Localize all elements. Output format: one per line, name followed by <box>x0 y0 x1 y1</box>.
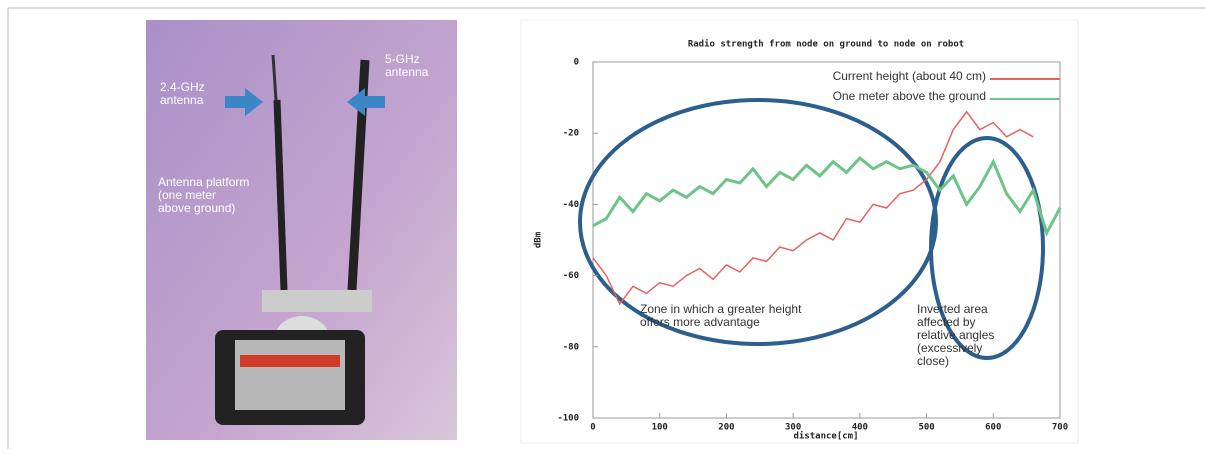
x-tick-label: 700 <box>1052 423 1068 433</box>
photo-label: Antenna platform <box>158 175 249 189</box>
y-tick-label: 0 <box>574 58 579 68</box>
photo-label: above ground) <box>158 201 235 215</box>
page: {"photo": {"labels": [["2.4-GHz", "anten… <box>0 0 1205 449</box>
legend-label: Current height (about 40 cm) <box>833 69 986 83</box>
photo-label: (one meter <box>158 188 216 202</box>
y-axis-label: dBm <box>534 231 544 248</box>
chart-panel <box>521 20 1078 443</box>
x-tick-label: 200 <box>718 423 734 433</box>
x-axis-label: distance[cm] <box>793 431 858 442</box>
y-tick-label: -60 <box>563 271 579 281</box>
annotation: (excessively <box>917 341 982 355</box>
x-tick-label: 300 <box>785 423 801 433</box>
annotation: Zone in which a greater height <box>640 302 802 316</box>
photo-label: antenna <box>160 93 204 107</box>
annotation: offers more advantage <box>640 315 760 329</box>
legend-label: One meter above the ground <box>833 89 986 103</box>
figure: Radio strength from node on ground to no… <box>0 0 1205 449</box>
y-tick-label: -80 <box>563 342 579 352</box>
annotation: close) <box>917 354 949 368</box>
y-tick-label: -20 <box>563 129 579 139</box>
x-tick-label: 400 <box>852 423 868 433</box>
annotation: Inverted area <box>917 302 988 316</box>
chart-title: Radio strength from node on ground to no… <box>688 39 964 50</box>
y-tick-label: -100 <box>557 414 579 424</box>
x-tick-label: 100 <box>652 423 668 433</box>
photo-label: antenna <box>385 65 429 79</box>
annotation: affected by <box>917 315 976 329</box>
photo-label: 2.4-GHz <box>160 80 205 94</box>
x-tick-label: 500 <box>918 423 934 433</box>
x-tick-label: 0 <box>590 423 595 433</box>
photo-label: 5-GHz <box>385 52 420 66</box>
annotation: relative angles <box>917 328 994 342</box>
y-tick-label: -40 <box>563 200 579 210</box>
x-tick-label: 600 <box>985 423 1001 433</box>
